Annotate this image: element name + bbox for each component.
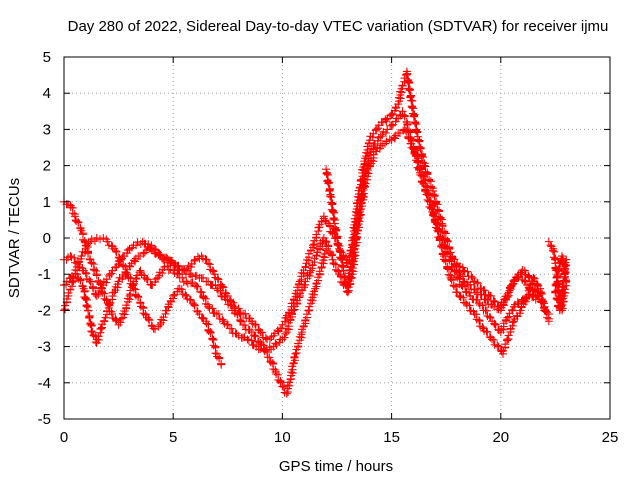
y-tick-label: -2 xyxy=(38,302,51,319)
series-track-g xyxy=(544,237,571,315)
series-track-f xyxy=(453,259,553,326)
x-tick-labels: 0 5 10 15 20 25 xyxy=(60,429,619,446)
axis-ticks xyxy=(63,56,611,420)
x-tick-label: 5 xyxy=(169,429,177,446)
x-tick-label: 20 xyxy=(492,429,509,446)
y-tick-label: -1 xyxy=(38,266,51,283)
y-tick-label: 0 xyxy=(43,230,51,247)
chart-title: Day 280 of 2022, Sidereal Day-to-day VTE… xyxy=(68,18,609,35)
x-tick-label: 15 xyxy=(383,429,400,446)
series-track-a xyxy=(60,107,545,355)
plus-markers xyxy=(453,259,553,326)
y-axis-label: SDTVAR / TECUs xyxy=(6,178,23,298)
x-tick-label: 10 xyxy=(274,429,291,446)
y-tick-label: -5 xyxy=(38,411,51,428)
y-tick-label: 5 xyxy=(43,49,51,66)
y-tick-label: 2 xyxy=(43,158,51,175)
plus-markers xyxy=(60,107,545,355)
x-tick-label: 25 xyxy=(602,429,619,446)
x-tick-label: 0 xyxy=(60,429,68,446)
series-track-e xyxy=(322,125,553,358)
y-tick-labels: -5 -4 -3 -2 -1 0 1 2 3 4 5 xyxy=(38,49,51,428)
y-tick-label: -4 xyxy=(38,375,51,392)
y-tick-label: 4 xyxy=(43,85,51,102)
plus-markers xyxy=(544,237,571,315)
data-points xyxy=(60,67,571,398)
x-axis-label: GPS time / hours xyxy=(279,458,393,475)
y-tick-label: 1 xyxy=(43,194,51,211)
plus-markers xyxy=(322,125,553,358)
y-tick-label: 3 xyxy=(43,121,51,138)
y-tick-label: -3 xyxy=(38,339,51,356)
